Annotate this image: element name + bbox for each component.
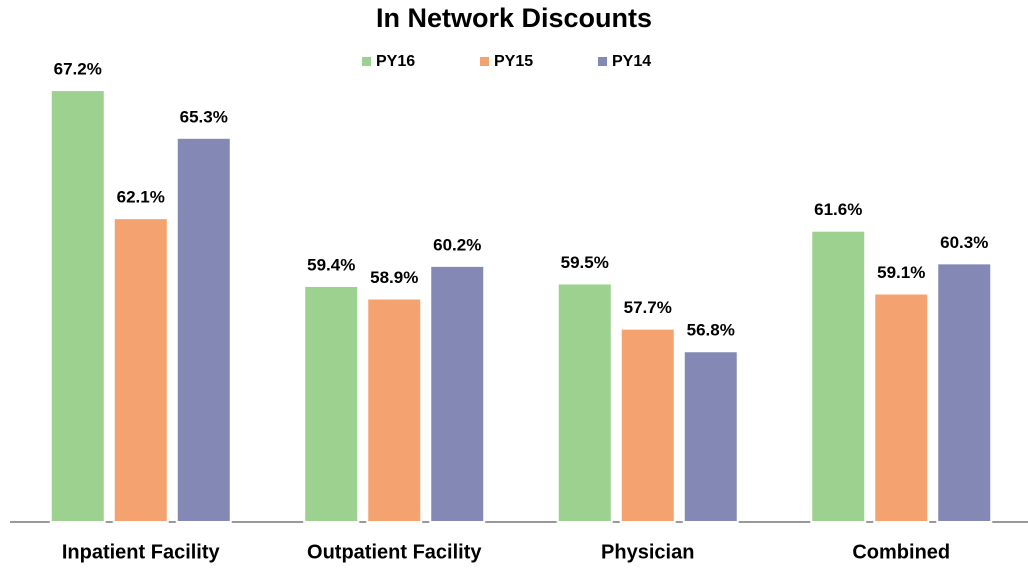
legend-label: PY16 — [376, 53, 415, 70]
bar — [873, 292, 930, 523]
bar — [619, 327, 676, 523]
bar — [303, 284, 360, 524]
chart-title: In Network Discounts — [376, 3, 652, 33]
legend-swatch — [480, 57, 489, 66]
legend-label: PY14 — [612, 53, 651, 70]
data-label: 60.2% — [433, 235, 481, 254]
bar — [682, 350, 739, 523]
bar — [366, 297, 423, 523]
data-label: 58.9% — [370, 268, 418, 287]
bar — [49, 89, 106, 523]
data-label: 60.3% — [940, 233, 988, 252]
bar — [175, 136, 232, 524]
bar — [112, 217, 169, 523]
bar — [810, 229, 867, 523]
x-tick-label: Inpatient Facility — [62, 541, 221, 563]
data-label: 62.1% — [117, 188, 165, 207]
x-tick-label: Outpatient Facility — [307, 541, 482, 563]
legend-swatch — [598, 57, 607, 66]
data-label: 56.8% — [687, 321, 735, 340]
data-label: 65.3% — [180, 107, 228, 126]
x-tick-label: Physician — [601, 541, 694, 563]
legend-label: PY15 — [494, 53, 533, 70]
legend-swatch — [362, 57, 371, 66]
bar — [556, 282, 613, 524]
data-label: 59.4% — [307, 255, 355, 274]
data-label: 59.1% — [877, 263, 925, 282]
data-label: 61.6% — [814, 200, 862, 219]
bar — [429, 264, 486, 523]
data-label: 59.5% — [561, 253, 609, 272]
data-label: 67.2% — [54, 60, 102, 79]
bar — [936, 262, 993, 523]
x-tick-label: Combined — [852, 541, 950, 563]
data-label: 57.7% — [624, 298, 672, 317]
